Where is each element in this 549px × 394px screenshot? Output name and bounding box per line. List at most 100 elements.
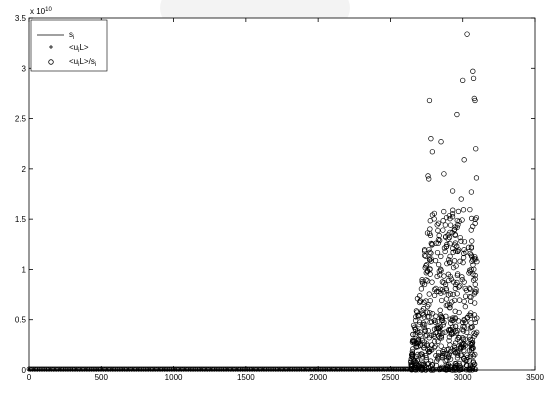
circle-marker (428, 347, 435, 353)
circle-marker (440, 227, 446, 233)
circle-marker (412, 331, 418, 338)
circle-marker (470, 359, 477, 366)
circle-marker (443, 286, 449, 292)
circle-marker (426, 314, 432, 320)
circle-marker (419, 363, 425, 369)
circle-marker (458, 238, 464, 244)
circle-marker (467, 364, 474, 370)
legend-box (30, 19, 108, 72)
circle-marker (446, 259, 453, 265)
circle-marker (472, 300, 478, 306)
circle-marker (437, 266, 444, 272)
x-tick-label: 500 (95, 373, 109, 382)
circle-marker (434, 222, 440, 228)
circle-marker-outlier (454, 111, 460, 118)
circle-marker (453, 248, 459, 254)
circle-marker-outlier (461, 157, 467, 163)
circle-marker (462, 304, 468, 310)
circle-marker (470, 363, 476, 369)
circle-marker (459, 276, 465, 283)
plot-area (28, 17, 536, 371)
circle-marker (469, 364, 475, 370)
circle-marker-outlier (470, 68, 476, 74)
circle-marker (426, 291, 432, 297)
circle-marker (442, 248, 448, 255)
circle-marker (467, 286, 473, 292)
circle-marker (456, 297, 463, 303)
circle-marker (421, 321, 428, 328)
circle-marker (424, 230, 431, 236)
circle-marker (435, 236, 442, 243)
circle-marker (424, 278, 431, 284)
legend-circle-marker (48, 59, 54, 65)
circle-marker (423, 367, 429, 373)
circle-marker (468, 345, 475, 351)
circle-marker (460, 335, 466, 341)
circle-marker (455, 271, 461, 277)
circle-marker (422, 327, 428, 333)
circle-marker (458, 352, 465, 358)
circle-marker (473, 331, 479, 337)
circle-marker (437, 330, 443, 336)
circle-marker (468, 310, 474, 316)
circle-marker (438, 343, 444, 349)
x-tick-label: 3500 (526, 373, 544, 382)
circle-marker (452, 340, 459, 346)
circle-marker (438, 335, 445, 341)
y-tick-label: 3 (22, 64, 27, 73)
legend-label-ratio: <uiL>/si (69, 57, 96, 68)
circle-marker (428, 256, 434, 262)
circle-marker (452, 285, 459, 292)
circle-marker (459, 274, 465, 280)
circle-marker-outlier (458, 196, 464, 202)
circle-marker (460, 207, 467, 213)
circle-marker (447, 240, 453, 247)
circle-marker (424, 262, 430, 268)
y-multiplier: x 1010 (30, 7, 52, 16)
circle-marker (446, 234, 453, 241)
circle-marker (470, 277, 477, 283)
circle-marker (449, 367, 456, 373)
circle-marker (413, 314, 419, 320)
circle-marker (421, 252, 428, 258)
y-tick-label: 1 (22, 265, 27, 274)
circle-marker (432, 319, 438, 325)
circle-marker (468, 324, 475, 330)
circle-marker (469, 238, 475, 244)
circle-marker (469, 367, 475, 373)
circle-marker (450, 207, 456, 213)
circle-marker (447, 253, 453, 260)
legend-label-si: si (69, 30, 74, 41)
x-tick-label: 0 (27, 373, 32, 382)
circle-marker (450, 315, 456, 321)
circle-marker (466, 367, 473, 373)
circle-marker (449, 211, 456, 217)
circle-marker (448, 320, 454, 326)
circle-marker (435, 261, 442, 268)
circle-marker (450, 264, 457, 271)
legend-label-uil: <uiL> (69, 43, 89, 54)
x-tick-label: 3000 (454, 373, 472, 382)
circle-marker (432, 258, 439, 264)
y-tick-label: 3.5 (15, 14, 27, 23)
circle-marker (447, 260, 453, 266)
x-tick-label: 2000 (309, 373, 327, 382)
circle-marker (442, 358, 448, 364)
circle-marker (467, 250, 473, 257)
circle-marker (469, 253, 475, 260)
circle-marker (441, 208, 447, 215)
x-tick-label: 2500 (382, 373, 400, 382)
circle-marker-outlier (425, 173, 431, 179)
circle-marker (451, 297, 458, 303)
circle-marker-outlier (449, 188, 456, 194)
circle-marker (442, 329, 448, 335)
legend: si <uiL> <uiL>/si (30, 19, 108, 72)
circle-marker (424, 309, 431, 315)
circle-marker (412, 326, 418, 332)
circle-marker (451, 279, 457, 285)
circle-marker (472, 220, 478, 227)
circle-marker (427, 310, 433, 316)
circle-marker (426, 257, 433, 263)
circle-marker (435, 355, 441, 361)
y-tick-label: 2.5 (15, 115, 27, 124)
